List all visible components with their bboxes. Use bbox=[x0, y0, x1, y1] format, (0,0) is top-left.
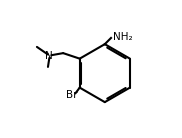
Text: NH₂: NH₂ bbox=[113, 32, 133, 42]
Text: Br: Br bbox=[66, 90, 78, 100]
Text: N: N bbox=[46, 51, 53, 61]
